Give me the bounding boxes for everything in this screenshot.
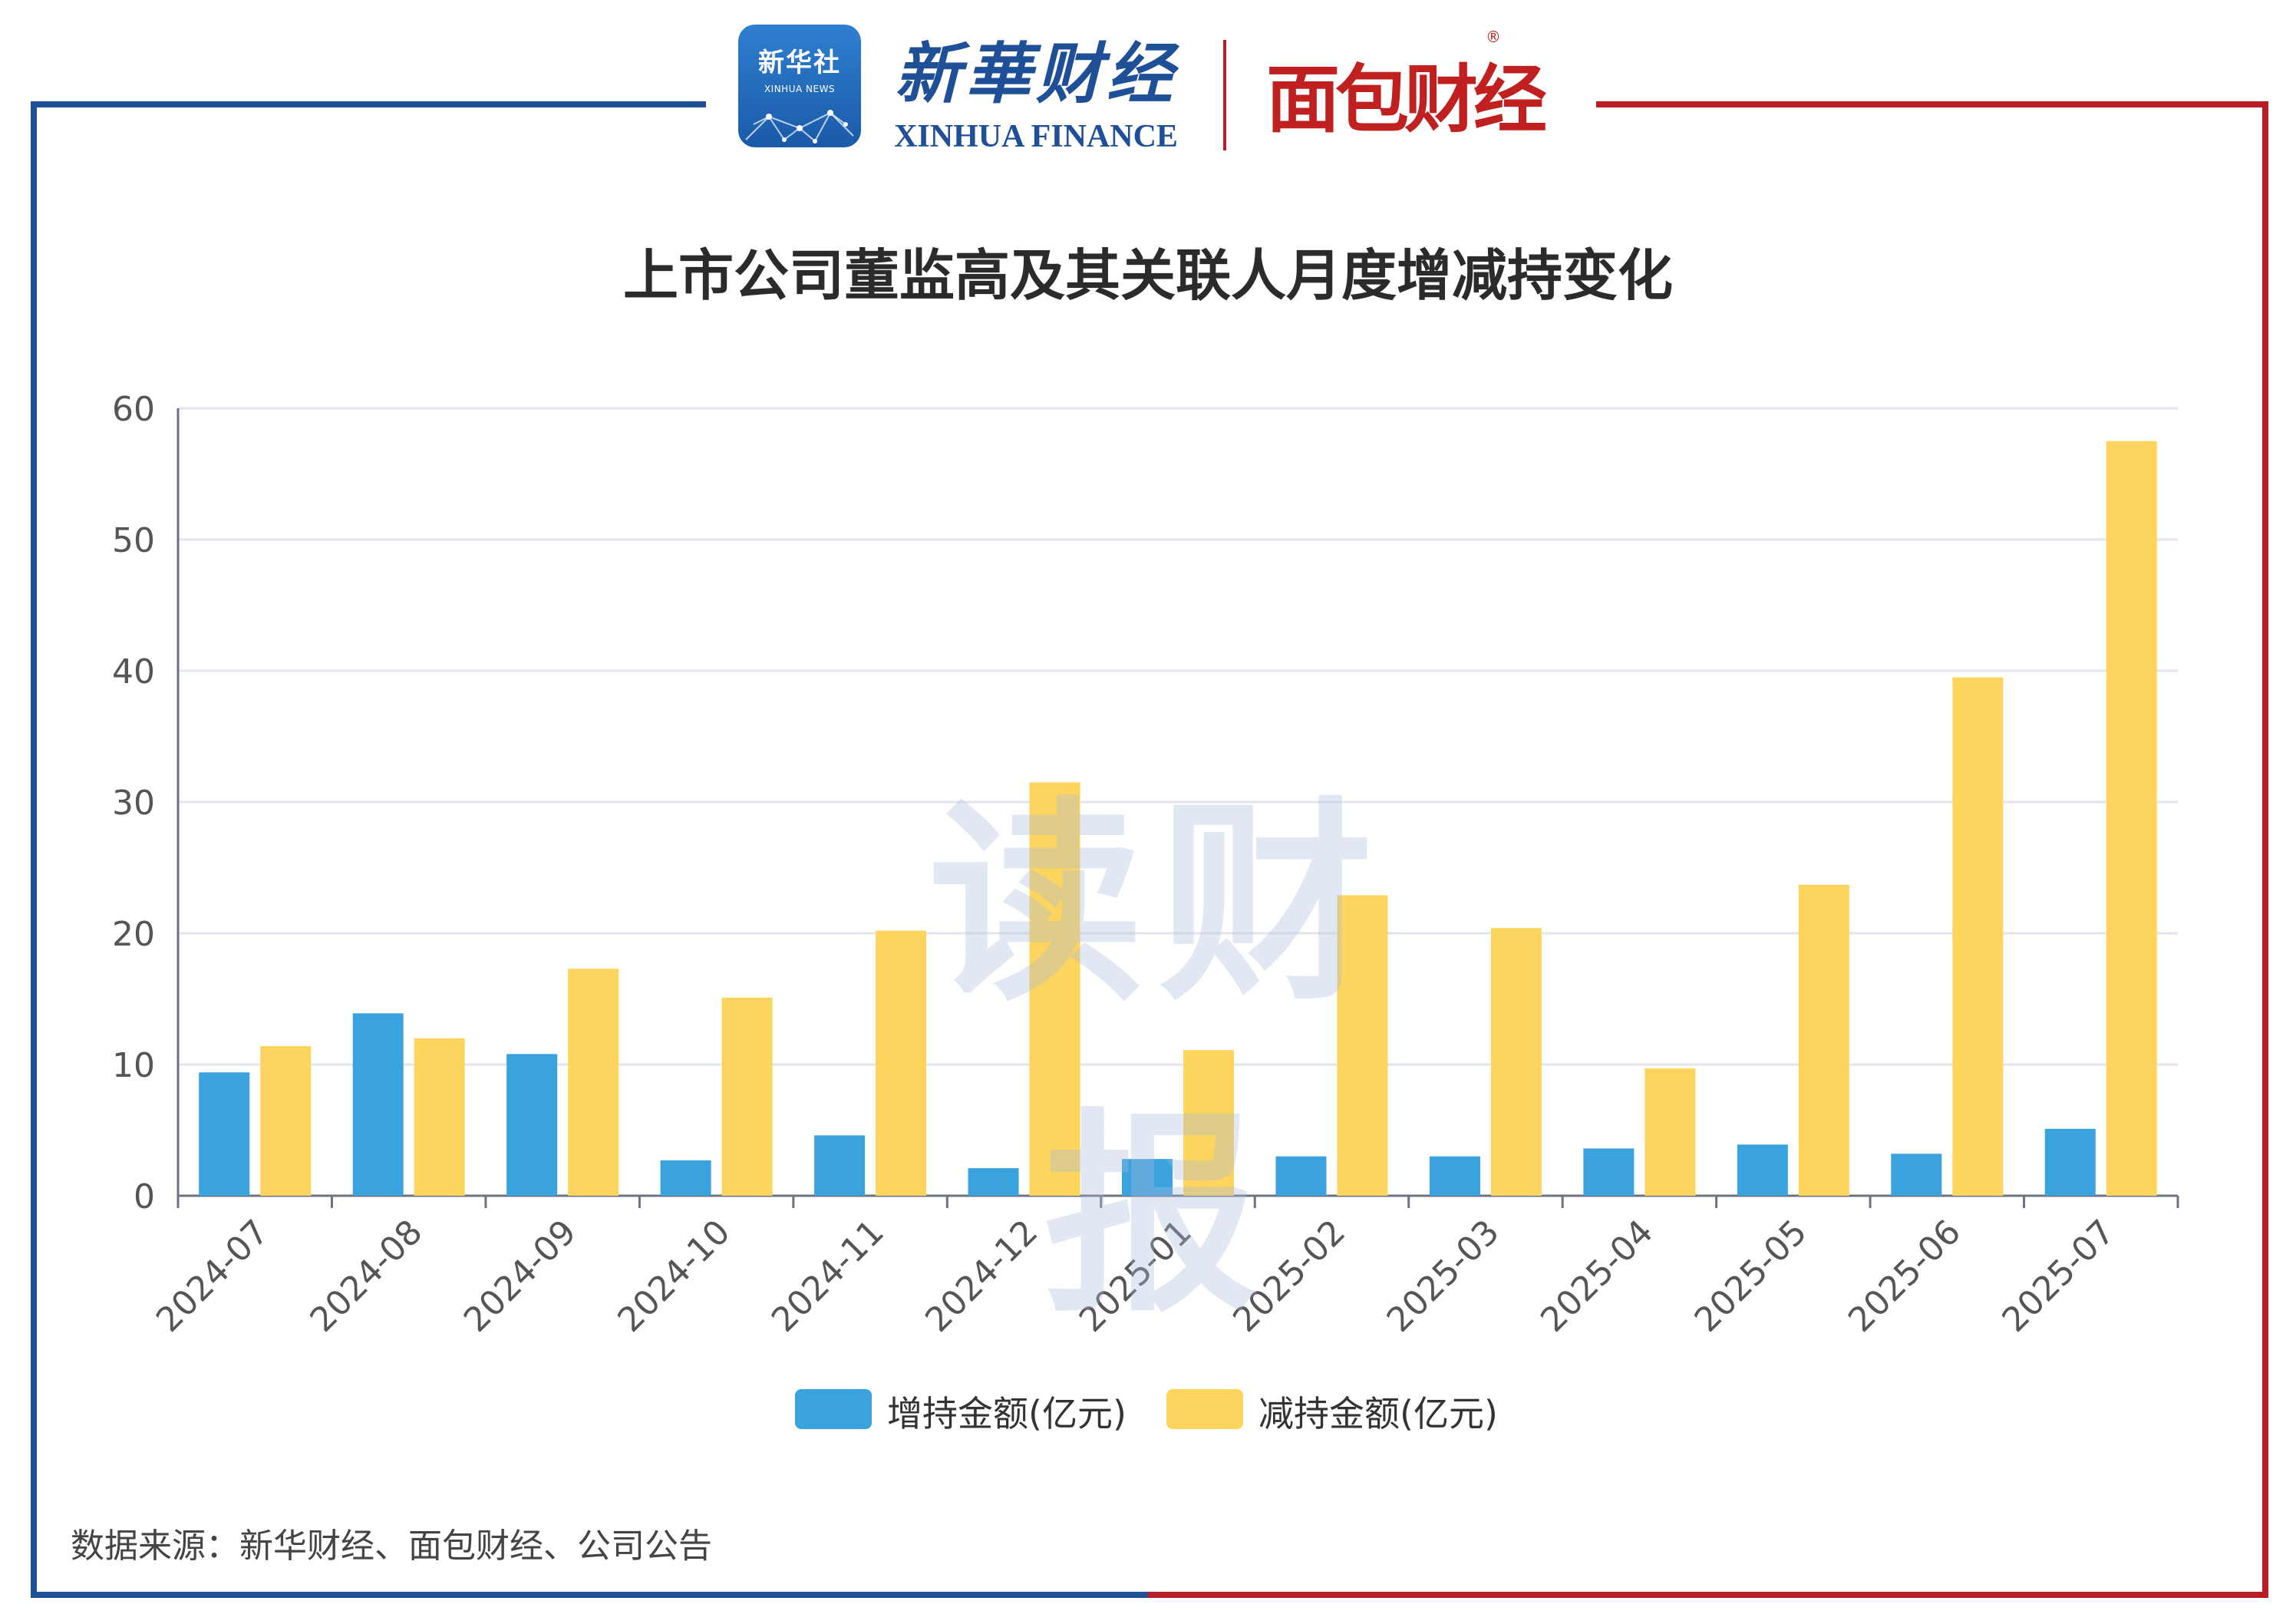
bar-decrease xyxy=(721,997,773,1196)
bar-decrease xyxy=(568,969,619,1196)
bar-increase xyxy=(1429,1156,1480,1196)
xinhua-logo-en: XINHUA NEWS xyxy=(764,84,836,94)
xinhua-logo-cn: 新华社 xyxy=(758,48,841,78)
mianbao-finance-logo: 面包财经 ® xyxy=(1266,28,1573,143)
y-tick-label: 40 xyxy=(112,652,155,692)
frame-right-border xyxy=(1148,101,2268,1598)
x-tick-label: 2025-02 xyxy=(1226,1213,1353,1340)
bar-increase xyxy=(1122,1159,1173,1196)
bar-decrease xyxy=(260,1046,312,1196)
y-tick-label: 0 xyxy=(134,1177,155,1216)
bar-increase xyxy=(506,1054,558,1196)
bar-decrease xyxy=(1490,928,1542,1196)
mianbao-logo-text: 面包财经 xyxy=(1266,57,1547,143)
x-tick-label: 2024-10 xyxy=(610,1213,737,1340)
legend-swatch-decrease xyxy=(1166,1389,1243,1429)
registered-mark: ® xyxy=(1486,28,1501,46)
y-tick-label: 10 xyxy=(112,1046,155,1085)
bar-decrease xyxy=(876,930,927,1196)
logo-separator xyxy=(1223,40,1226,150)
legend-label-decrease: 减持金额(亿元) xyxy=(1259,1393,1498,1434)
legend-label-increase: 增持金额(亿元) xyxy=(887,1393,1127,1434)
frame-left-border xyxy=(31,101,1148,1598)
legend-swatch-increase xyxy=(795,1389,872,1429)
y-tick-label: 50 xyxy=(112,521,155,560)
xinhua-finance-logo: 新華财经 XINHUA FINANCE xyxy=(890,20,1182,154)
y-tick-label: 30 xyxy=(112,784,155,823)
x-tick-label: 2025-05 xyxy=(1687,1213,1815,1340)
bar-decrease xyxy=(1029,782,1080,1196)
xinhua-finance-logo-en: XINHUA FINANCE xyxy=(894,119,1178,154)
bar-decrease xyxy=(414,1038,465,1196)
bar-decrease xyxy=(1183,1050,1234,1196)
x-tick-label: 2024-12 xyxy=(918,1213,1045,1340)
x-tick-label: 2025-06 xyxy=(1841,1213,1968,1340)
bar-increase xyxy=(1583,1148,1635,1196)
x-tick-label: 2025-07 xyxy=(1994,1213,2122,1340)
xinhua-news-logo: 新华社 XINHUA NEWS xyxy=(738,25,861,147)
x-tick-label: 2024-08 xyxy=(302,1213,430,1340)
bar-decrease xyxy=(1644,1068,1696,1196)
bar-decrease xyxy=(2106,441,2157,1196)
x-tick-label: 2025-03 xyxy=(1380,1213,1507,1340)
bar-increase xyxy=(352,1013,404,1196)
bar-increase xyxy=(1737,1144,1788,1196)
bar-decrease xyxy=(1952,677,2004,1196)
x-tick-label: 2024-07 xyxy=(149,1213,276,1340)
chart-title: 上市公司董监高及其关联人月度增减持变化 xyxy=(622,243,1673,308)
xinhua-finance-logo-cn: 新華财经 xyxy=(895,35,1177,113)
bar-increase xyxy=(660,1160,711,1196)
bar-decrease xyxy=(1798,884,1849,1196)
bar-decrease xyxy=(1337,895,1388,1196)
y-tick-label: 20 xyxy=(112,915,155,954)
bar-increase xyxy=(814,1135,866,1196)
x-tick-label: 2025-04 xyxy=(1533,1213,1661,1340)
bar-increase xyxy=(1891,1154,1942,1196)
bar-increase xyxy=(199,1072,250,1196)
x-tick-label: 2024-11 xyxy=(764,1213,892,1340)
y-tick-label: 60 xyxy=(112,390,155,429)
bar-increase xyxy=(968,1168,1019,1196)
bar-increase xyxy=(1275,1156,1327,1196)
bar-increase xyxy=(2044,1128,2096,1196)
x-tick-label: 2025-01 xyxy=(1072,1213,1199,1340)
x-tick-label: 2024-09 xyxy=(457,1213,584,1340)
data-source-note: 数据来源：新华财经、面包财经、公司公告 xyxy=(71,1527,712,1566)
network-icon xyxy=(745,110,854,144)
